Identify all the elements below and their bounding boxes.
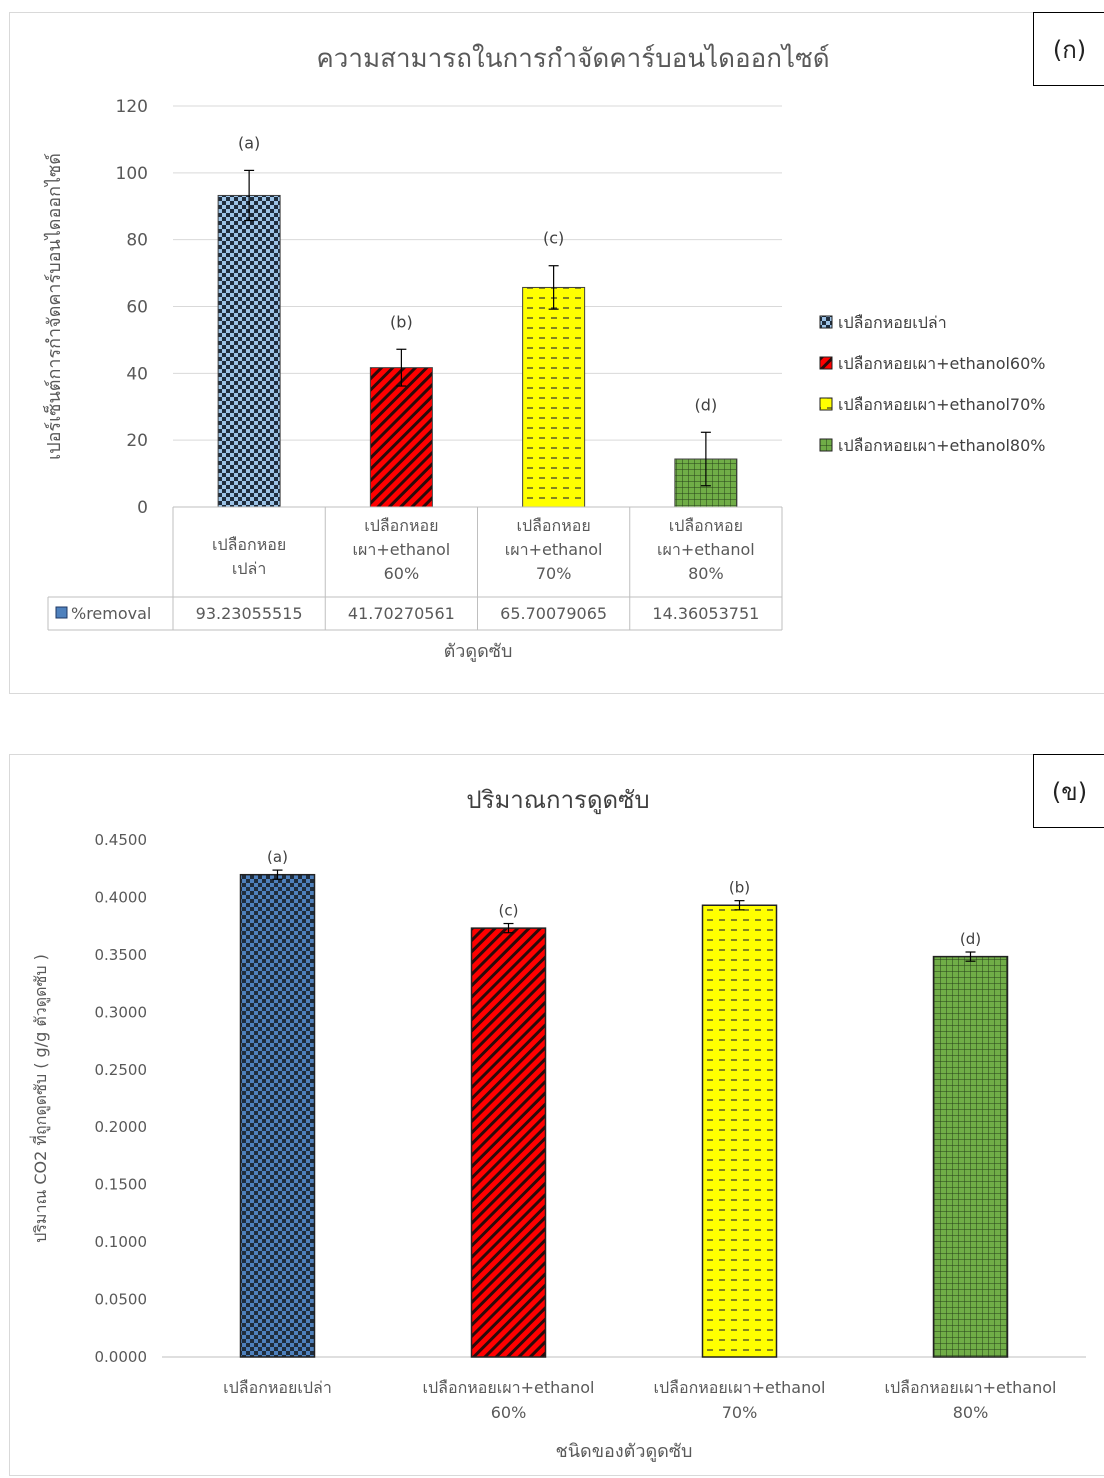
table-series-name: %removal <box>71 604 151 623</box>
x-category-label: เปล่า <box>232 559 266 578</box>
bar <box>522 286 586 508</box>
bar-annotation: (b) <box>729 879 750 897</box>
x-axis-label: ตัวดูดซับ <box>444 641 513 662</box>
x-category-label: เปลือกหอยเปล่า <box>223 1378 332 1397</box>
bar-annotation: (d) <box>695 395 718 414</box>
y-tick-label: 0.3000 <box>95 1003 148 1021</box>
legend-key <box>819 315 833 329</box>
bar-annotation: (a) <box>267 848 288 866</box>
chart-panel-a: ความสามารถในการกำจัดคาร์บอนไดออกไซด์ 0 20 4… <box>9 12 1104 694</box>
bar-annotation: (a) <box>238 133 260 152</box>
y-tick-label: 0.2500 <box>95 1061 148 1079</box>
y-tick-label: 0.0000 <box>95 1348 148 1366</box>
panel-label-a: (ก) <box>1033 12 1104 86</box>
table-value: 41.70270561 <box>348 604 455 623</box>
bar-annotation: (c) <box>543 229 564 248</box>
x-category-label: เปลือกหอย <box>364 516 438 535</box>
adsorption-amount-chart: ปริมาณการดูดซับ 0.0000 0.0500 0.1000 0.1500 0… <box>29 786 1086 1462</box>
x-category-label: 70% <box>536 564 572 583</box>
x-category-label: เปลือกหอยเผา+ethanol <box>885 1378 1057 1397</box>
chart-title: ปริมาณการดูดซับ <box>466 786 649 815</box>
x-category-label: เปลือกหอย <box>516 516 590 535</box>
y-tick-label: 0.4500 <box>95 831 148 849</box>
legend-key <box>819 438 833 452</box>
chart-panel-b: ปริมาณการดูดซับ 0.0000 0.0500 0.1000 0.1500 0… <box>9 754 1104 1476</box>
legend-label: เปลือกหอยเผา+ethanol80% <box>838 436 1046 455</box>
x-category-label: 70% <box>722 1403 758 1422</box>
x-category-label: 60% <box>384 564 420 583</box>
legend-label: เปลือกหอยเปล่า <box>838 313 947 332</box>
bar-annotation: (c) <box>499 902 519 920</box>
bar <box>701 904 778 1358</box>
panel-label-b: (ข) <box>1033 754 1104 828</box>
table-value: 14.36053751 <box>652 604 759 623</box>
x-category-label: เปลือกหอยเผา+ethanol <box>654 1378 826 1397</box>
y-tick-label: 60 <box>126 298 148 318</box>
removal-capacity-chart: ความสามารถในการกำจัดคาร์บอนไดออกไซด์ 0 20 4… <box>42 43 1046 662</box>
y-tick-label: 0 <box>137 498 148 518</box>
y-tick-label: 80 <box>126 231 148 251</box>
y-tick-label: 100 <box>116 164 148 184</box>
y-tick-label: 40 <box>126 364 148 384</box>
bar <box>239 873 316 1358</box>
x-category-label: เปลือกหอยเผา+ethanol <box>423 1378 595 1397</box>
y-tick-label: 120 <box>116 97 148 117</box>
legend-label: เปลือกหอยเผา+ethanol60% <box>838 354 1046 373</box>
bar <box>369 367 433 508</box>
bar-annotation: (d) <box>960 930 981 948</box>
table-value: 65.70079065 <box>500 604 607 623</box>
x-category-label: 80% <box>953 1403 989 1422</box>
y-tick-label: 20 <box>126 431 148 451</box>
y-tick-label: 0.1500 <box>95 1176 148 1194</box>
table-legend-key <box>55 606 68 619</box>
legend-key <box>819 356 833 370</box>
y-tick-label: 0.2000 <box>95 1118 148 1136</box>
legend-key <box>819 397 833 411</box>
x-category-label: 60% <box>491 1403 527 1422</box>
bar-annotation: (b) <box>390 312 413 331</box>
y-axis-label: เปอร์เซ็นต์การกำจัดคาร์บอนไดออกไซด์ <box>42 153 65 460</box>
x-category-label: 80% <box>688 564 724 583</box>
table-value: 93.23055515 <box>196 604 303 623</box>
legend-label: เปลือกหอยเผา+ethanol70% <box>838 395 1046 414</box>
y-tick-label: 0.4000 <box>95 888 148 906</box>
bar <box>470 927 547 1358</box>
x-axis-label: ชนิดของตัวดูดซับ <box>556 1441 693 1462</box>
y-axis-label: ปริมาณ CO2 ที่ถูกดูดซับ ( g/g ตัวดูดซับ … <box>29 954 51 1243</box>
y-tick-label: 0.3500 <box>95 946 148 964</box>
chart-title: ความสามารถในการกำจัดคาร์บอนไดออกไซด์ <box>316 43 829 74</box>
y-tick-label: 0.1000 <box>95 1233 148 1251</box>
x-category-label: เผา+ethanol <box>657 540 755 559</box>
bar <box>932 955 1009 1358</box>
x-category-label: เผา+ethanol <box>353 540 451 559</box>
x-category-label: เปลือกหอย <box>669 516 743 535</box>
x-category-label: เปลือกหอย <box>212 535 286 554</box>
bar <box>217 194 281 508</box>
x-category-label: เผา+ethanol <box>505 540 603 559</box>
y-tick-label: 0.0500 <box>95 1291 148 1309</box>
